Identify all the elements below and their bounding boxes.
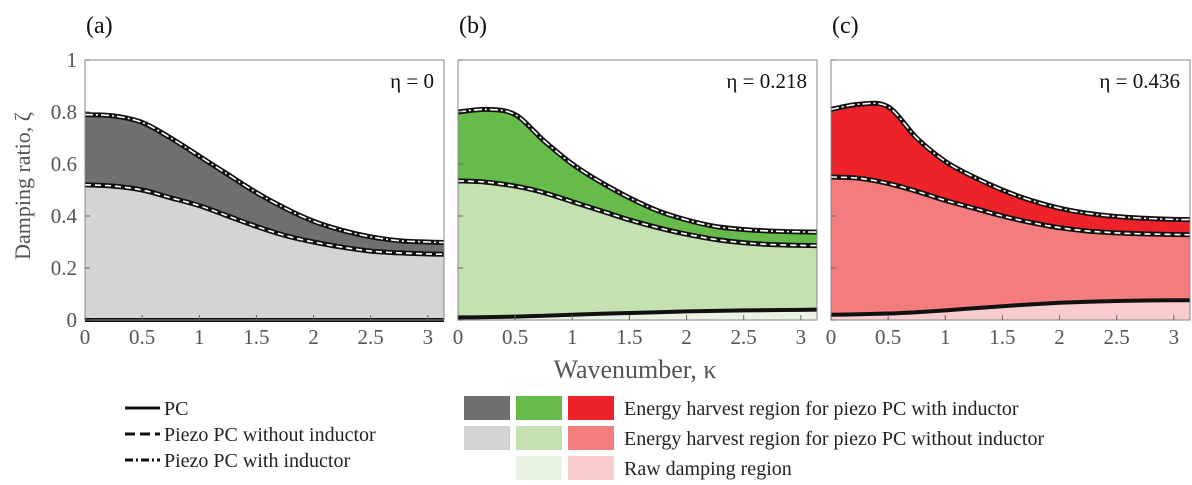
x-tick-label: 0 <box>453 325 464 349</box>
legend-region-item: Energy harvest region for piezo PC witho… <box>464 426 1044 450</box>
y-tick-label: 0.6 <box>51 152 77 176</box>
legend-lines: PC Piezo PC without inductor Piezo PC with… <box>125 398 376 472</box>
x-tick-label: 0.5 <box>129 325 155 349</box>
legend-regions: Energy harvest region for piezo PC with … <box>464 396 1044 480</box>
eta-label: η = 0.218 <box>726 69 807 93</box>
legend-region-item: Raw damping region <box>516 456 792 480</box>
panel-2: 0 0.5 1 1.5 2 2.5 3 (b) η = 0.218 <box>453 13 818 349</box>
y-tick-label: 0 <box>67 308 78 332</box>
legend-line-label: Piezo PC without inductor <box>164 424 376 446</box>
panel-letter: (a) <box>86 13 113 39</box>
x-tick-label: 0 <box>826 325 837 349</box>
y-tick-label: 0.2 <box>51 256 77 280</box>
piezo-without-inductor-line-dash <box>457 180 818 247</box>
x-tick-label: 1.5 <box>616 325 642 349</box>
legend-swatch <box>568 456 614 480</box>
axes-frame <box>457 59 818 321</box>
x-tick-label: 0.5 <box>875 325 901 349</box>
x-tick-label: 3 <box>423 325 434 349</box>
legend-line-item: Piezo PC with inductor <box>125 450 350 472</box>
x-tick-label: 2.5 <box>358 325 384 349</box>
x-tick-label: 0 <box>80 325 91 349</box>
energy-harvest-region-with-inductor <box>831 103 1190 235</box>
legend-line-label: PC <box>164 398 188 420</box>
piezo-with-inductor-line-dash <box>457 108 818 233</box>
piezo-with-inductor-line-base <box>830 100 1191 223</box>
y-tick-label: 1 <box>67 48 78 72</box>
legend-swatch <box>568 396 614 420</box>
x-tick-label: 3 <box>796 325 807 349</box>
legend-swatch <box>516 456 562 480</box>
pc-line <box>830 298 1190 317</box>
y-axis-label: Damping ratio, ζ <box>10 112 35 260</box>
legend-region-label: Energy harvest region for piezo PC with … <box>624 398 1019 420</box>
x-tick-label: 2.5 <box>1104 325 1130 349</box>
x-tick-label: 3 <box>1169 325 1180 349</box>
x-tick-label: 1 <box>567 325 578 349</box>
legend-swatch <box>516 426 562 450</box>
axes-frame <box>84 59 445 321</box>
x-tick-label: 1.5 <box>243 325 269 349</box>
legend-region-item: Energy harvest region for piezo PC with … <box>464 396 1019 420</box>
piezo-without-inductor-line-dash <box>84 184 445 255</box>
y-tick-label: 0.8 <box>51 100 77 124</box>
x-tick-label: 2 <box>681 325 692 349</box>
legend-line-item: PC <box>125 398 188 420</box>
raw-damping-region <box>831 300 1190 320</box>
x-tick-label: 1 <box>194 325 205 349</box>
legend-swatch <box>464 426 510 450</box>
legend-region-label: Raw damping region <box>624 458 792 480</box>
legend-line-item: Piezo PC without inductor <box>125 424 376 446</box>
pc-line <box>457 307 818 320</box>
energy-harvest-region-with-inductor <box>85 114 444 255</box>
x-tick-label: 1 <box>940 325 951 349</box>
x-tick-label: 0.5 <box>502 325 528 349</box>
eta-label: η = 0.436 <box>1099 69 1180 93</box>
energy-harvest-region-without-inductor <box>831 177 1190 315</box>
panels: 0 0.5 1 1.5 2 2.5 300.20.40.60.81(a)η = 00 0.5 1… <box>51 13 1191 349</box>
x-axis-label: Wavenumber, κ <box>553 355 716 384</box>
axes-frame <box>830 59 1191 321</box>
legend-swatch <box>568 426 614 450</box>
panel-letter: (c) <box>832 13 859 39</box>
x-tick-label: 2.5 <box>731 325 757 349</box>
x-tick-label: 2 <box>1054 325 1065 349</box>
y-tick-label: 0.4 <box>51 204 78 228</box>
piezo-with-inductor-line-dash <box>84 113 445 244</box>
legend-swatch <box>516 396 562 420</box>
panel-letter: (b) <box>459 13 487 39</box>
legend-region-label: Energy harvest region for piezo PC witho… <box>624 428 1044 450</box>
panel-1: 0 0.5 1 1.5 2 2.5 3 0 0.2 0.4 0.6 0.8 1 (a) η = 0 <box>51 13 445 349</box>
energy-harvest-region-without-inductor <box>458 180 817 318</box>
energy-harvest-region-without-inductor <box>85 184 444 320</box>
legend-line-label: Piezo PC with inductor <box>164 450 350 472</box>
panel-3: 0 0.5 1 1.5 2 2.5 3 (c) η = 0.436 <box>826 13 1191 349</box>
x-tick-label: 1.5 <box>989 325 1015 349</box>
eta-label: η = 0 <box>390 69 434 93</box>
x-tick-label: 2 <box>308 325 319 349</box>
piezo-without-inductor-line-dash <box>830 176 1191 236</box>
legend-swatch <box>464 396 510 420</box>
